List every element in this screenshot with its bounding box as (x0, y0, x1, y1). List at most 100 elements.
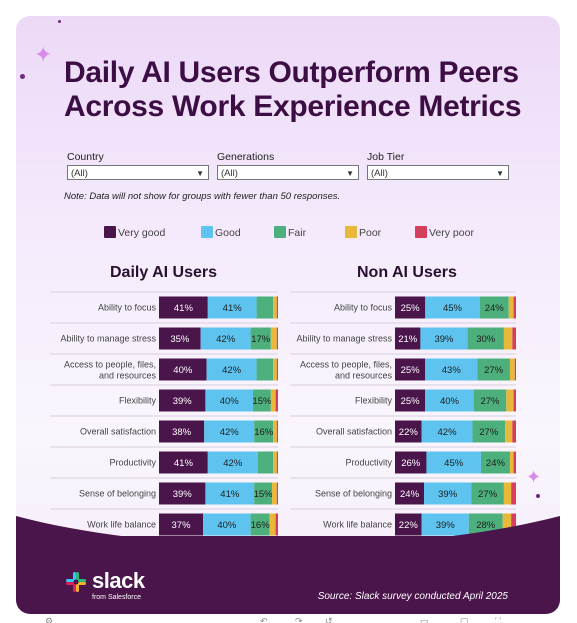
bar-segment (159, 482, 206, 505)
bar-segment (205, 482, 255, 505)
category-label: Flexibility (119, 396, 157, 406)
bar-segment (159, 358, 207, 381)
job-tier-select[interactable]: (All) ▼ (367, 165, 509, 180)
bar-segment (511, 482, 516, 505)
bar-segment (276, 296, 278, 319)
category-label: Overall satisfaction (316, 427, 392, 437)
data-label: 42% (216, 334, 236, 345)
legend-label: Very poor (429, 227, 474, 239)
legend-label: Good (215, 227, 241, 239)
bar-segment (477, 358, 510, 381)
revert-icon[interactable]: ↺ (325, 616, 333, 623)
bar-segment (513, 296, 516, 319)
bar-segment (273, 358, 277, 381)
bar-segment (270, 327, 277, 350)
category-label: Flexibility (355, 396, 393, 406)
category-label: Productivity (345, 458, 392, 468)
bar-segment (426, 451, 481, 474)
legend-item-poor: Poor (345, 226, 381, 239)
bar-segment (159, 389, 206, 412)
bar-segment (200, 327, 251, 350)
bar-segment (159, 513, 204, 536)
bar-segment (272, 482, 277, 505)
bar-segment (502, 513, 512, 536)
bar-segment (159, 451, 208, 474)
data-label: 24% (485, 303, 505, 314)
data-label: 41% (174, 303, 194, 314)
data-label: 39% (438, 489, 458, 500)
bar-segment (395, 513, 422, 536)
bar-segment (480, 451, 510, 474)
data-label: 26% (401, 458, 421, 469)
share-icon[interactable]: ▢ (460, 616, 469, 623)
redo-icon[interactable]: ↷ (295, 616, 303, 623)
data-label: 22% (399, 520, 419, 531)
bar-segment (395, 296, 426, 319)
decorative-dot (20, 74, 25, 79)
data-label: 17% (251, 334, 271, 345)
bar-segment (250, 327, 271, 350)
salesforce-tagline: from Salesforce (92, 594, 142, 601)
daily-ai-users-title: Daily AI Users (110, 264, 218, 281)
bar-segment (250, 513, 270, 536)
bar-segment (395, 451, 427, 474)
bar-segment (471, 482, 504, 505)
job-tier-select-value: (All) (371, 168, 388, 179)
data-label: 35% (170, 334, 190, 345)
bar-segment (203, 513, 251, 536)
bar-segment (421, 420, 473, 443)
data-label: 24% (486, 458, 506, 469)
category-label: Work life balance (323, 520, 392, 530)
bar-segment (204, 420, 255, 443)
bar-segment (506, 389, 514, 412)
bar-segment (425, 358, 478, 381)
data-label: 38% (172, 427, 192, 438)
category-label: Ability to manage stress (296, 334, 392, 344)
data-label: 27% (479, 427, 499, 438)
bar-segment (276, 482, 278, 505)
bar-segment (479, 296, 509, 319)
data-label: 30% (476, 334, 496, 345)
bar-segment (275, 389, 278, 412)
infographic-card: ✦ ✦ Daily AI Users Outperform Peers Acro… (16, 16, 560, 614)
bar-segment (420, 327, 468, 350)
data-label: 41% (174, 458, 194, 469)
generations-select[interactable]: (All) ▼ (217, 165, 359, 180)
bar-segment (472, 420, 506, 443)
comment-icon[interactable]: ▭ (420, 616, 429, 623)
data-label: 42% (438, 427, 458, 438)
data-label: 42% (222, 365, 242, 376)
bar-segment (503, 482, 512, 505)
category-label: Overall satisfaction (80, 427, 156, 437)
sparkle-icon: ✦ (526, 467, 542, 487)
job-tier-filter-label: Job Tier (367, 151, 405, 163)
category-label: Ability to focus (334, 303, 393, 313)
data-label: 15% (252, 396, 272, 407)
fullscreen-icon[interactable]: ⛶ (494, 616, 502, 623)
bar-segment (269, 513, 276, 536)
bar-segment (425, 296, 480, 319)
settings-icon[interactable]: ⚙ (45, 616, 53, 623)
bar-segment (505, 420, 513, 443)
bar-segment (256, 358, 274, 381)
page-title: Daily AI Users Outperform Peers Across W… (64, 56, 534, 124)
bar-segment (276, 451, 278, 474)
data-label: 43% (442, 365, 462, 376)
data-label: 42% (220, 427, 240, 438)
bar-segment (467, 327, 504, 350)
data-label: 41% (223, 303, 243, 314)
legend-label: Poor (359, 227, 382, 239)
undo-icon[interactable]: ↶ (260, 616, 268, 623)
bar-segment (159, 420, 205, 443)
bar-segment (257, 451, 274, 474)
bar-segment (254, 420, 274, 443)
legend-swatch (104, 226, 116, 238)
data-label: 40% (220, 396, 240, 407)
generations-filter: Generations (All) ▼ (217, 151, 359, 180)
data-label: 39% (173, 489, 193, 500)
data-label: 21% (398, 334, 418, 345)
legend: Very good Good Fair Poor Very poor (104, 226, 504, 240)
category-label: Sense of belonging (315, 489, 392, 499)
country-select[interactable]: (All) ▼ (67, 165, 209, 180)
legend-item-fair: Fair (274, 226, 306, 239)
